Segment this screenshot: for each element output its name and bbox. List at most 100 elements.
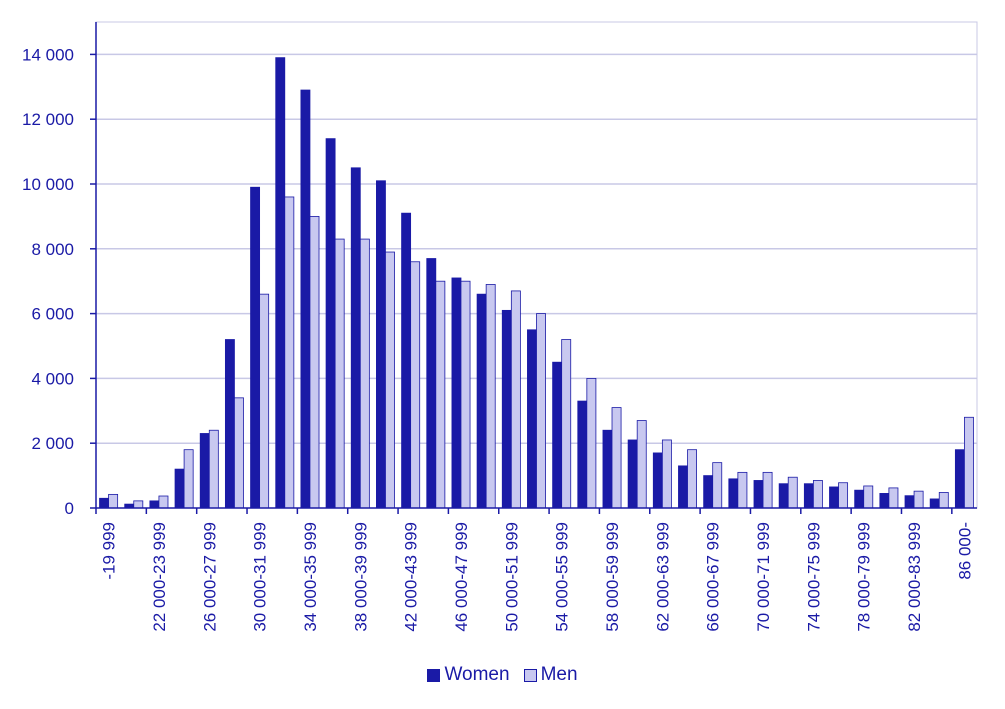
y-tick-label: 0 [65, 499, 74, 518]
bar-women [149, 500, 160, 509]
bar-men [259, 293, 270, 509]
bar-men [510, 290, 521, 509]
x-tick-label: 70 000-71 999 [754, 522, 773, 632]
legend-swatch-women [427, 668, 441, 682]
bar-men [762, 471, 773, 509]
legend-label-men: Men [540, 664, 578, 685]
bar-women [174, 468, 185, 509]
x-tick-label: 66 000-67 999 [704, 522, 723, 632]
bar-women [678, 465, 688, 509]
bar-men [586, 377, 597, 509]
bar-men [611, 407, 622, 509]
bar-men [812, 480, 823, 509]
x-tick-label: 42 000-43 999 [402, 522, 421, 632]
bar-men [737, 471, 748, 509]
bar-women [250, 186, 261, 509]
legend-item-women: Women [427, 664, 510, 686]
legend-item-men: Men [523, 664, 578, 686]
bar-men [460, 280, 471, 509]
bar-men [838, 482, 849, 509]
x-tick-label: 82 000-83 999 [905, 522, 924, 632]
bar-women [300, 89, 311, 509]
bar-women [501, 309, 512, 509]
bar-women [376, 180, 386, 509]
y-tick-label: 2 000 [31, 434, 74, 453]
bar-men [334, 238, 345, 509]
axes [90, 22, 977, 514]
x-tick-label: 54 000-55 999 [553, 522, 572, 632]
bar-men [561, 339, 572, 509]
bar-men [435, 280, 446, 509]
x-tick-label: 38 000-39 999 [351, 522, 370, 632]
bar-women [476, 293, 487, 509]
bar-men [964, 416, 974, 509]
bar-men [687, 449, 697, 509]
y-tick-label: 8 000 [31, 240, 74, 259]
bar-women [703, 475, 714, 509]
x-tick-label: 58 000-59 999 [603, 522, 622, 632]
bar-women [552, 361, 563, 509]
bar-women [753, 480, 764, 509]
bar-men [234, 397, 244, 509]
bar-women [527, 329, 537, 509]
bar-women [577, 400, 588, 509]
bar-women [904, 495, 915, 509]
bar-men [661, 439, 672, 509]
bar-women [652, 452, 663, 509]
x-tick-label: 62 000-63 999 [653, 522, 672, 632]
y-tick-label: 14 000 [22, 45, 74, 64]
bar-women [854, 489, 865, 509]
x-axis-tick-labels: -19 999 22 000-23 999 26 000-27 999 30 000-… [100, 522, 975, 632]
bar-men [309, 215, 320, 509]
bar-men [158, 495, 169, 509]
bar-men [359, 238, 370, 509]
bar-women [199, 433, 210, 509]
bar-men [712, 462, 723, 509]
bar-men [787, 476, 798, 509]
bar-women [627, 439, 638, 509]
bar-women [728, 478, 739, 509]
bar-women [426, 258, 437, 509]
bar-men [410, 261, 421, 509]
bar-men [385, 251, 395, 509]
bar-men [938, 492, 949, 509]
x-tick-label: 50 000-51 999 [502, 522, 521, 632]
bar-men [888, 487, 899, 509]
bar-men [108, 493, 119, 509]
bar-women [829, 486, 839, 509]
x-tick-label: 22 000-23 999 [150, 522, 169, 632]
x-tick-label: 74 000-75 999 [804, 522, 823, 632]
x-tick-label: 30 000-31 999 [251, 522, 270, 632]
y-tick-label: 6 000 [31, 305, 74, 324]
bar-men [284, 196, 295, 509]
bar-men [133, 500, 144, 509]
bar-men [485, 284, 496, 509]
legend-swatch-men [523, 668, 537, 682]
bar-women [451, 277, 462, 509]
bar-women [224, 339, 235, 509]
bar-women [954, 449, 965, 509]
x-tick-label: 78 000-79 999 [855, 522, 874, 632]
legend: Women Men [0, 664, 1005, 686]
x-tick-label: -19 999 [100, 522, 119, 580]
bar-women [275, 57, 286, 509]
bar-women [325, 138, 336, 509]
x-tick-label: 46 000-47 999 [452, 522, 471, 632]
bar-men [913, 490, 924, 509]
bar-women [778, 483, 789, 509]
bar-women [602, 429, 613, 509]
bar-women [879, 493, 890, 509]
bar-men [183, 449, 194, 509]
x-tick-label: 26 000-27 999 [200, 522, 219, 632]
bar-women [401, 212, 412, 509]
x-tick-label: 86 000- [955, 522, 974, 580]
bar-women [803, 483, 814, 509]
bar-men [863, 485, 874, 509]
y-tick-label: 10 000 [22, 175, 74, 194]
y-axis-tick-labels: 0 2 000 4 000 6 000 8 000 10 000 12 000 14 000 [22, 45, 74, 518]
bar-women [99, 497, 109, 509]
bar-men [208, 429, 219, 509]
bar-men [536, 313, 546, 509]
bar-women [350, 167, 361, 509]
